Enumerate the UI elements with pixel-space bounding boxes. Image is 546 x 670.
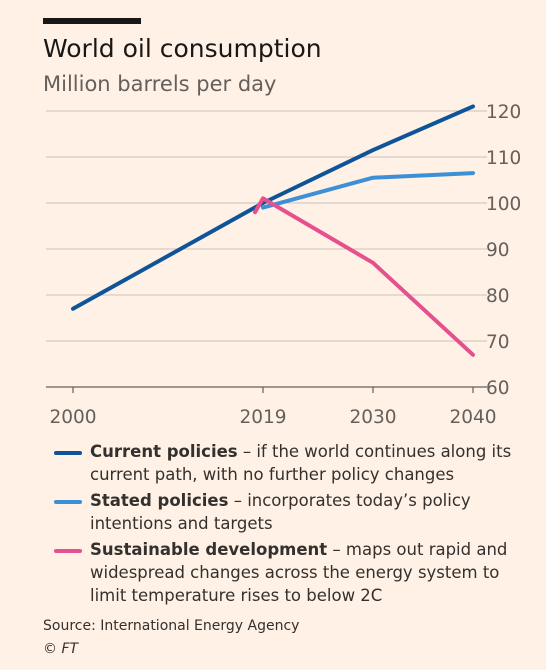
x-axis-ticks: 2000 2019 2030 2040 (49, 387, 497, 428)
y-tick-label: 60 (486, 378, 510, 399)
y-tick-label: 70 (486, 332, 510, 353)
x-tick-label: 2000 (49, 407, 96, 428)
x-tick-label: 2019 (239, 407, 286, 428)
legend-name: Sustainable development (90, 540, 328, 559)
legend-description: – incorporates today’s policy intentions… (90, 491, 471, 533)
legend-item-stated-policies: Stated policies – incorporates today’s p… (54, 489, 534, 535)
legend-description: – if the world continues along its curre… (90, 442, 512, 484)
source-note: Source: International Energy Agency (43, 618, 300, 634)
legend-name: Stated policies (90, 491, 229, 510)
x-tick-label: 2040 (449, 407, 496, 428)
y-tick-label: 80 (486, 286, 510, 307)
y-axis-ticks: 60 70 80 90 100 110 120 (486, 102, 521, 399)
series-line-sustainable-development (253, 196, 475, 357)
ft-top-bar (43, 18, 141, 24)
legend-swatch-current-policies (54, 451, 82, 455)
chart-subtitle: Million barrels per day (43, 72, 277, 96)
chart-title: World oil consumption (43, 34, 322, 63)
y-tick-label: 110 (486, 148, 521, 169)
legend-swatch-stated-policies (54, 500, 82, 504)
legend-swatch-sustainable-development (54, 549, 82, 553)
legend: Current policies – if the world continue… (54, 440, 534, 610)
series-line-current-policies (71, 104, 475, 311)
line-chart: 60 70 80 90 100 110 120 2000 2019 2030 2040 (46, 102, 521, 428)
x-tick-label: 2030 (349, 407, 396, 428)
legend-item-current-policies: Current policies – if the world continue… (54, 440, 534, 486)
y-tick-label: 100 (486, 194, 521, 215)
legend-description: – maps out rapid and widespread changes … (90, 540, 508, 605)
legend-name: Current policies (90, 442, 238, 461)
ft-credit: © FT (43, 641, 79, 657)
y-tick-label: 120 (486, 102, 521, 123)
grid-lines (46, 110, 487, 388)
series-lines (71, 104, 475, 357)
legend-item-sustainable-development: Sustainable development – maps out rapid… (54, 538, 534, 607)
series-line-stated-policies (261, 171, 475, 210)
y-tick-label: 90 (486, 240, 510, 261)
